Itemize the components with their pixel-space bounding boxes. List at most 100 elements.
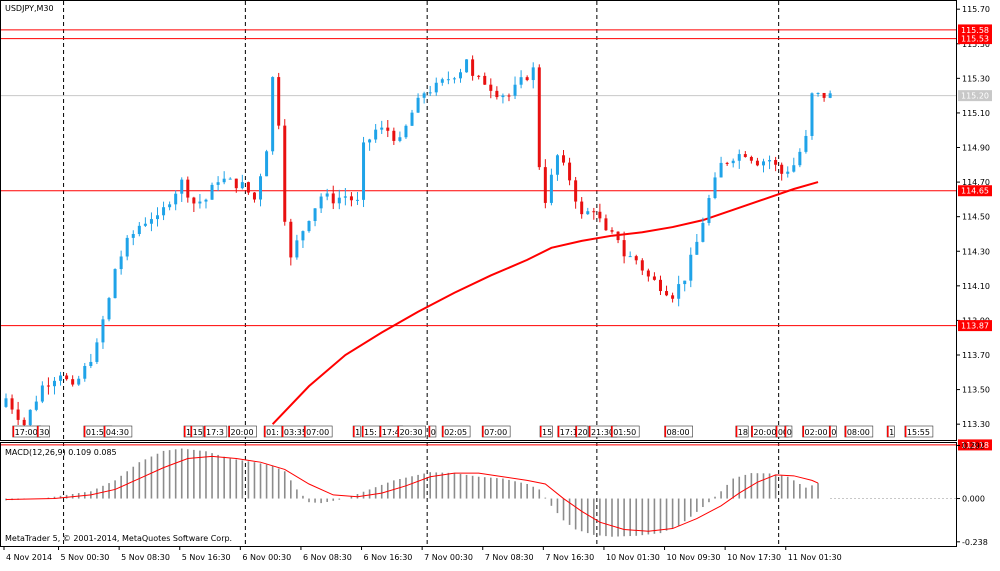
time-tick-label: 4 Nov 2014 (6, 553, 52, 562)
candle (683, 280, 687, 292)
svg-text:18: 18 (738, 428, 748, 437)
svg-text:17:00: 17:00 (15, 428, 38, 437)
candle (586, 207, 590, 215)
moving-average-line (271, 181, 819, 425)
event-label: 01: (263, 425, 283, 438)
candle (816, 92, 820, 97)
candle (616, 231, 620, 244)
svg-text:07:00: 07:00 (306, 428, 329, 437)
time-tick-label: 7 Nov 08:30 (485, 553, 534, 562)
candle (610, 227, 614, 234)
candle (731, 158, 735, 168)
candle (162, 201, 166, 221)
candle (495, 86, 499, 100)
candle (34, 395, 38, 412)
candle (598, 203, 602, 223)
price-tick-label: 113.30 (962, 420, 990, 429)
price-tag: 113.18 (958, 439, 992, 451)
time-axis[interactable]: 4 Nov 2014 5 Nov 00:30 5 Nov 08:30 5 Nov 16… (3, 546, 842, 562)
candle (737, 149, 741, 169)
macd-signal-layer (5, 455, 819, 532)
candle (592, 207, 596, 220)
macd-signal-line (5, 455, 819, 532)
candle (646, 268, 650, 282)
price-tag: 115.53 (958, 33, 992, 45)
candle (174, 190, 178, 211)
event-label: 30 (36, 425, 50, 438)
candle (101, 315, 105, 349)
candle (689, 247, 693, 288)
price-tick-label: 114.50 (962, 213, 990, 222)
candle (107, 296, 111, 322)
svg-text:20:00: 20:00 (753, 428, 776, 437)
candle (410, 109, 414, 126)
candle (156, 207, 159, 227)
horizontal-lines[interactable] (1, 29, 956, 446)
price-tick-label: 114.90 (962, 144, 990, 153)
event-label: 08:00 (664, 425, 693, 438)
day-separators (63, 1, 780, 546)
candle (204, 198, 208, 209)
candle (259, 173, 263, 207)
candle (786, 166, 790, 178)
candle (277, 72, 281, 130)
candle (349, 192, 353, 207)
event-label: 15: (361, 425, 380, 438)
event-label: 07:00 (303, 425, 333, 438)
candle (271, 76, 275, 155)
candle (749, 155, 753, 164)
price-tick-label: 113.70 (962, 351, 990, 360)
candle (580, 197, 584, 219)
price-tick-label: 115.70 (962, 5, 990, 14)
candle (780, 162, 784, 181)
price-tag: 114.65 (958, 185, 992, 197)
candle (52, 376, 56, 395)
candle (186, 176, 190, 203)
time-tick-label: 7 Nov 00:30 (424, 553, 473, 562)
svg-text:21:30: 21:30 (591, 428, 614, 437)
candle (143, 217, 147, 227)
event-label: 07:00 (481, 425, 511, 438)
candle (798, 148, 802, 168)
candle (234, 178, 238, 193)
event-label: 17:3 (203, 425, 228, 438)
candle (368, 138, 372, 151)
svg-text:1: 1 (355, 428, 360, 437)
candle (828, 90, 832, 99)
svg-text:115.58: 115.58 (961, 26, 989, 35)
candle (665, 285, 669, 297)
candle (307, 220, 311, 233)
candle (374, 124, 378, 143)
svg-text:17:4: 17:4 (382, 428, 400, 437)
event-label: 18 (735, 425, 749, 438)
time-tick-label: 5 Nov 08:30 (121, 553, 170, 562)
candle (652, 272, 656, 281)
candle (658, 275, 662, 295)
candle (149, 212, 153, 232)
candle (762, 158, 765, 173)
price-tag: 113.87 (958, 320, 992, 332)
price-axis[interactable]: 115.70115.50115.30115.10114.90114.70114.… (956, 5, 990, 429)
candle (343, 187, 347, 206)
candle (246, 181, 250, 195)
time-tick-label: 10 Nov 09:30 (667, 553, 721, 562)
price-tick-label: 115.50 (962, 40, 990, 49)
candle (604, 214, 608, 231)
event-label: 17:00 (12, 425, 41, 438)
candle (507, 93, 511, 102)
candle (46, 377, 50, 395)
candle (440, 77, 444, 86)
event-label: 1 (352, 425, 361, 438)
svg-text:01:: 01: (266, 428, 279, 437)
svg-text:113.87: 113.87 (961, 322, 989, 331)
copyright-label: MetaTrader 5, © 2001-2014, MetaQuotes So… (5, 534, 232, 543)
candle (531, 62, 535, 89)
macd-title: MACD(12,26,9) 0.109 0.085 (5, 448, 117, 457)
price-tick-label: 114.70 (962, 178, 990, 187)
current-price-tag: 115.20 (958, 90, 992, 102)
svg-text:02:00: 02:00 (805, 428, 828, 437)
price-tick-label: 115.30 (962, 74, 990, 83)
svg-text:113.18: 113.18 (961, 441, 989, 450)
